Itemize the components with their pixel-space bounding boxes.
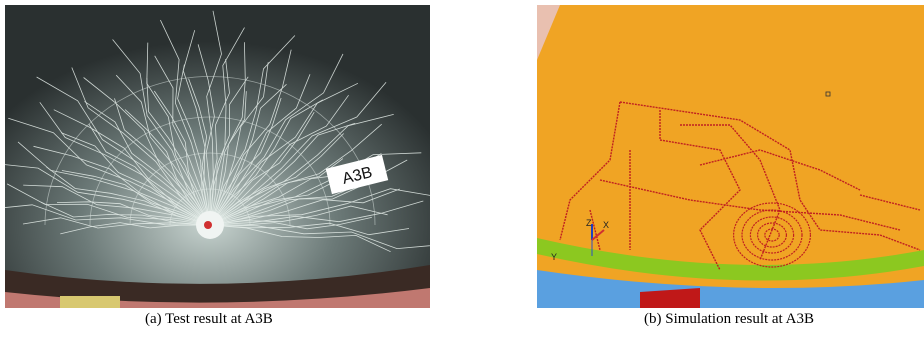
caption: (a) Test result at A3B: [145, 311, 273, 328]
figure-page: A3B Z X Y (a) Test result at A3B (b) Si: [0, 0, 924, 337]
impact-mark: [204, 221, 212, 229]
windshield: [5, 5, 430, 308]
axis-label: Y: [551, 252, 557, 262]
figure: A3B Z X Y: [0, 0, 924, 337]
axis-label: X: [603, 220, 609, 230]
test-photo: A3B: [0, 5, 445, 308]
simulation-render: Z X Y: [537, 5, 924, 308]
axis-label: Z: [586, 218, 592, 228]
hood-detail: [60, 296, 120, 308]
caption: (b) Simulation result at A3B: [644, 311, 814, 328]
